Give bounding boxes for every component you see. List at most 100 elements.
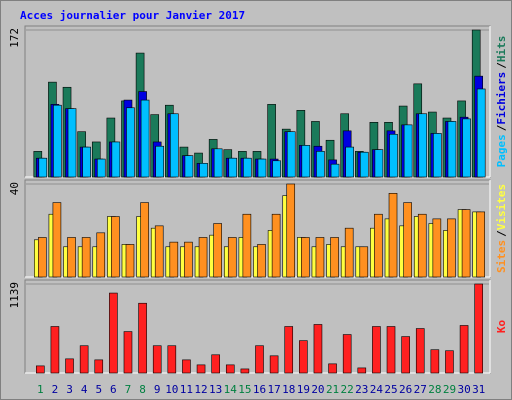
- x-tick-label: 11: [180, 383, 193, 396]
- x-tick-label: 15: [238, 383, 251, 396]
- bar: [286, 131, 296, 178]
- bar: [154, 225, 164, 278]
- x-tick-label: 14: [224, 383, 238, 396]
- bar: [182, 359, 191, 374]
- bar: [184, 241, 193, 278]
- legend: Pages/Fichiers/Hits: [495, 36, 508, 168]
- bar: [225, 364, 235, 374]
- x-tick-label: 24: [370, 383, 384, 396]
- bar: [50, 326, 60, 374]
- bar: [94, 359, 104, 374]
- legend-separator: /: [495, 62, 508, 69]
- bar: [96, 232, 106, 278]
- x-tick-label: 4: [81, 383, 88, 396]
- bar: [140, 99, 150, 178]
- legend-entry: Pages: [495, 134, 508, 167]
- bar: [417, 213, 427, 278]
- bar: [109, 292, 118, 374]
- bar: [240, 368, 250, 374]
- legend-entry: Hits: [495, 36, 508, 63]
- bar: [284, 326, 294, 374]
- x-tick-label: 1: [37, 383, 44, 396]
- bar: [170, 113, 179, 178]
- bar: [227, 237, 237, 278]
- bar: [345, 146, 354, 178]
- bar: [357, 367, 367, 374]
- bar: [445, 350, 454, 374]
- bar: [447, 218, 456, 278]
- bar: [125, 244, 135, 278]
- x-tick-label: 30: [457, 383, 470, 396]
- bar: [140, 202, 149, 278]
- bar: [447, 121, 457, 178]
- bar: [111, 216, 120, 278]
- bar: [169, 241, 179, 278]
- bar: [67, 108, 77, 178]
- x-tick-label: 2: [52, 383, 59, 396]
- x-tick-label: 13: [209, 383, 222, 396]
- bar: [432, 218, 442, 278]
- bar: [211, 354, 220, 374]
- bar: [65, 358, 74, 374]
- bar: [52, 202, 62, 278]
- x-tick-label: 28: [428, 383, 441, 396]
- bar: [330, 237, 339, 278]
- legend: Ko: [495, 320, 508, 334]
- bar: [474, 283, 483, 374]
- bar: [198, 237, 208, 278]
- bar: [313, 324, 323, 374]
- x-tick-label: 17: [267, 383, 280, 396]
- x-tick-label: 12: [194, 383, 207, 396]
- bar: [81, 237, 91, 278]
- y-tick-label: 40: [8, 182, 21, 195]
- bar: [401, 336, 410, 374]
- bar: [299, 340, 308, 374]
- bar: [389, 133, 398, 178]
- x-tick-label: 29: [443, 383, 456, 396]
- bar: [301, 237, 310, 278]
- bar: [403, 124, 413, 178]
- bar: [126, 107, 135, 178]
- x-tick-label: 31: [472, 383, 485, 396]
- x-tick-label: 10: [165, 383, 178, 396]
- bar: [138, 302, 147, 374]
- legend: Sites /Visites: [495, 184, 508, 273]
- bar: [418, 113, 428, 178]
- bar: [82, 146, 91, 178]
- y-tick-label: 1139: [8, 282, 21, 309]
- bar: [433, 133, 442, 178]
- bar: [374, 149, 384, 178]
- x-tick-label: 7: [125, 383, 132, 396]
- bar: [213, 148, 223, 178]
- bar: [359, 151, 369, 178]
- legend-entry: Ko: [495, 320, 508, 334]
- bar: [228, 157, 238, 178]
- bar: [196, 364, 206, 374]
- bar: [123, 331, 133, 374]
- bar: [403, 202, 412, 278]
- bar: [36, 365, 45, 374]
- bar: [257, 158, 267, 178]
- bar: [459, 325, 469, 374]
- x-tick-label: 6: [110, 383, 117, 396]
- bar: [79, 345, 89, 374]
- x-tick-label: 27: [414, 383, 427, 396]
- bar: [167, 345, 177, 374]
- legend-entry: Visites: [495, 184, 508, 230]
- bar: [152, 345, 162, 374]
- x-tick-label: 19: [297, 383, 310, 396]
- x-tick-label: 18: [282, 383, 295, 396]
- x-tick-label: 21: [326, 383, 339, 396]
- legend-separator: /: [495, 230, 508, 237]
- bar: [386, 326, 396, 374]
- x-tick-label: 5: [95, 383, 102, 396]
- bar: [271, 213, 281, 278]
- bar: [286, 183, 296, 278]
- bar: [316, 151, 325, 178]
- bar: [67, 237, 76, 278]
- bar: [388, 193, 398, 278]
- bar: [38, 157, 48, 178]
- y-tick-label: 172: [8, 28, 21, 48]
- bar: [476, 88, 486, 178]
